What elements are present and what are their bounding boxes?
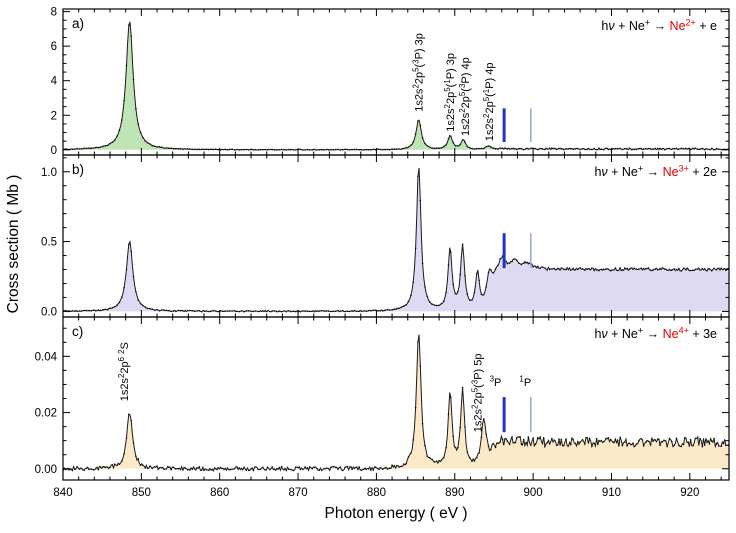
spectrum-area (63, 21, 729, 151)
y-axis-title: Cross section ( Mb ) (5, 174, 22, 314)
panel-letter: c) (72, 324, 83, 339)
peak-label: 1s2s22p6 2S (117, 342, 131, 401)
reaction-label: hν + Ne+ → Ne3+ + 2e (594, 163, 717, 179)
panel-a: 0 2 4 6 8 a) hν + Ne+ → Ne2+ + e 1s2s22p5(3P) 3… (51, 7, 730, 157)
x-tick-label: 840 (53, 487, 72, 499)
peak-label: 1s2s22p5(3P) 5p (470, 354, 484, 433)
x-tick-label: 850 (132, 487, 151, 499)
spectrum-line (63, 21, 729, 151)
data-points (63, 175, 729, 313)
x-tick-label: 920 (680, 487, 699, 499)
x-tick-label: 890 (445, 487, 464, 499)
y-tick-label: 0.0 (41, 306, 57, 318)
peak-label: 1s2s22p5(1P) 4p (482, 63, 496, 142)
peak-label: 1s2s22p5(3P) 3p (412, 33, 426, 112)
data-points (63, 24, 729, 151)
reaction-label: hν + Ne+ → Ne2+ + e (601, 17, 717, 33)
peak-label: 1s2s22p5(1P) 3p (443, 53, 457, 132)
reaction-label: hν + Ne+ → Ne4+ + 3e (594, 325, 717, 341)
panel-letter: b) (72, 162, 84, 177)
y-tick-label: 0 (51, 145, 57, 157)
x-tick-label: 860 (210, 487, 229, 499)
y-tick-label: 1.0 (41, 167, 57, 179)
y-tick-label: 6 (51, 41, 57, 53)
panel-c: 0.00 0.02 0.04 840 850 860 870 880 890 900 910 920 c… (35, 316, 730, 499)
peak-label: 1s2s22p5(3P) 4p (458, 57, 472, 136)
x-tick-label: 910 (602, 487, 621, 499)
spectrum-area (63, 334, 729, 471)
y-tick-label: 8 (51, 7, 57, 19)
spectrum-area (63, 168, 729, 312)
y-tick-label: 0.02 (35, 408, 57, 420)
x-tick-label: 900 (524, 487, 543, 499)
peak-label: 1P (519, 375, 531, 389)
x-axis-title: Photon energy ( eV ) (324, 505, 468, 522)
panel-b: 0.0 0.5 1.0 b) hν + Ne+ → Ne3+ + 2e (41, 154, 730, 318)
y-tick-label: 0.04 (35, 351, 58, 363)
x-tick-label: 870 (288, 487, 307, 499)
data-points (63, 341, 729, 472)
x-tick-label: 880 (367, 487, 386, 499)
y-tick-label: 0.5 (41, 237, 57, 249)
peak-label: 3P (490, 375, 502, 389)
y-tick-label: 4 (51, 76, 58, 88)
y-tick-label: 2 (51, 110, 57, 122)
panel-letter: a) (72, 16, 84, 31)
y-tick-label: 0.00 (35, 464, 57, 476)
